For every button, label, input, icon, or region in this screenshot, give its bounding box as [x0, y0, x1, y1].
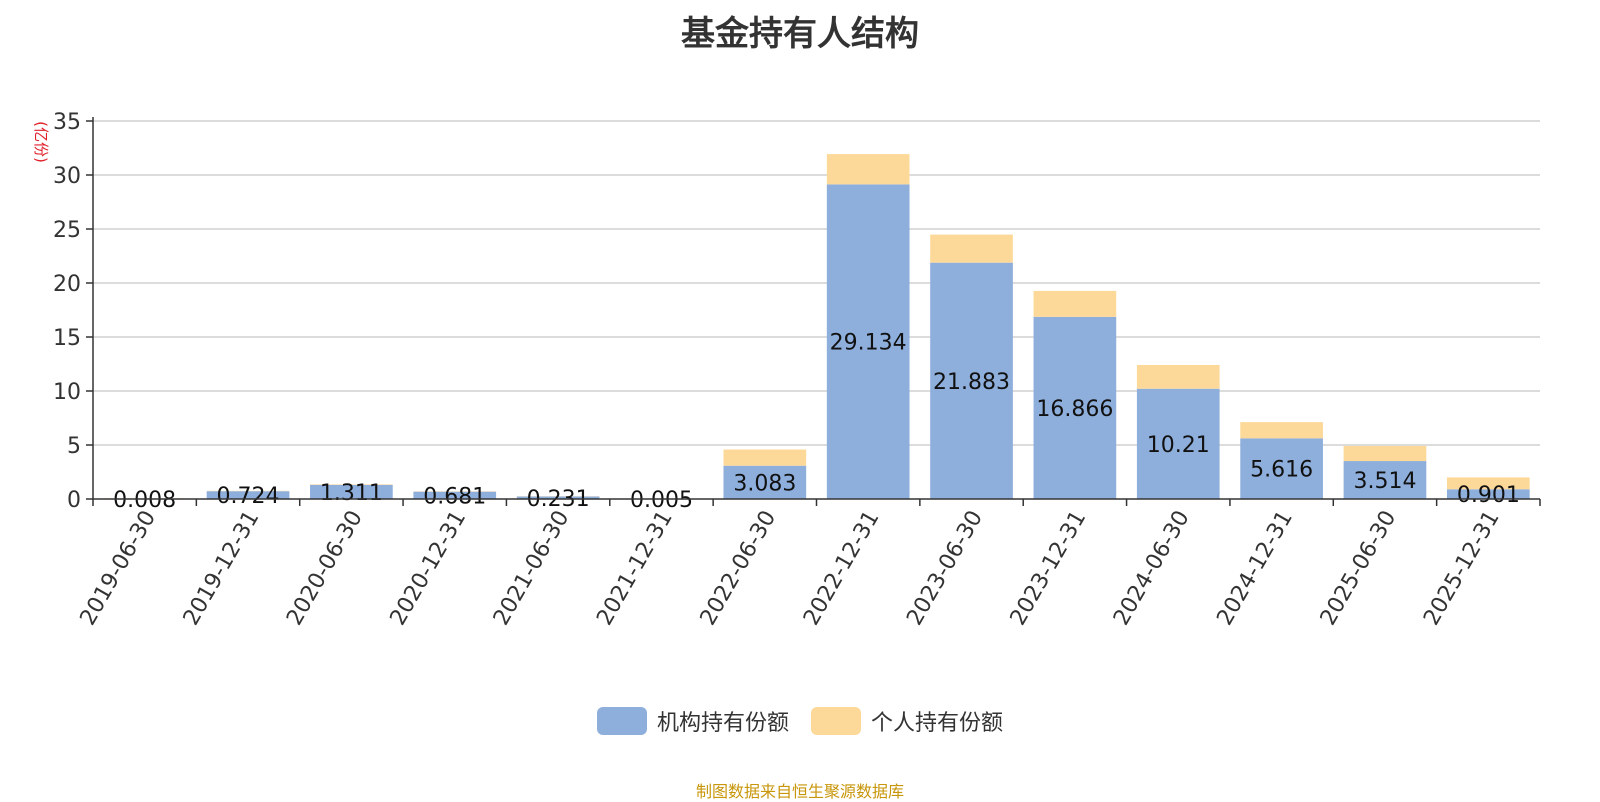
- data-label: 3.083: [733, 471, 796, 496]
- gridlines: [93, 121, 1540, 445]
- data-label: 1.311: [320, 481, 383, 506]
- legend-item-institutional[interactable]: 机构持有份额: [597, 705, 789, 737]
- bar-individual: [827, 154, 910, 184]
- legend-swatch-institutional: [597, 707, 647, 735]
- data-label: 5.616: [1250, 458, 1313, 483]
- bar-individual: [930, 235, 1013, 263]
- bar-individual: [1344, 446, 1427, 461]
- data-label: 0.901: [1457, 483, 1520, 508]
- x-tick-label: 2025-06-30: [1316, 507, 1402, 630]
- y-tick-label: 30: [53, 164, 81, 189]
- y-tick-label: 35: [53, 110, 81, 135]
- data-label: 10.21: [1147, 433, 1210, 458]
- bar-individual: [1034, 291, 1117, 317]
- y-tick-label: 20: [53, 272, 81, 297]
- y-tick-label: 0: [67, 488, 81, 513]
- x-tick-label: 2025-12-31: [1419, 507, 1505, 630]
- data-label: 0.724: [217, 484, 280, 509]
- x-tick-label: 2022-12-31: [799, 507, 885, 630]
- x-tick-label: 2021-06-30: [489, 507, 575, 630]
- x-tick-label: 2023-06-30: [902, 506, 988, 629]
- x-tick-label: 2024-12-31: [1212, 507, 1298, 630]
- y-tick-label: 15: [53, 326, 81, 351]
- data-label: 16.866: [1036, 397, 1113, 422]
- y-axis-title: (亿份): [32, 121, 50, 163]
- x-tick-label: 2023-12-31: [1006, 507, 1092, 630]
- legend-swatch-individual: [811, 707, 861, 735]
- bar-individual: [1137, 365, 1220, 389]
- bar-individual: [723, 450, 806, 466]
- y-tick-label: 5: [67, 434, 81, 459]
- y-tick-label: 10: [53, 380, 81, 405]
- bar-individual: [1240, 422, 1323, 438]
- x-tick-label: 2021-12-31: [592, 507, 678, 630]
- x-tick-label: 2019-06-30: [75, 507, 161, 630]
- source-note: 制图数据来自恒生聚源数据库: [0, 778, 1600, 802]
- x-tick-label: 2020-12-31: [386, 507, 472, 630]
- data-label: 0.008: [113, 488, 176, 513]
- x-tick-label: 2019-12-31: [179, 507, 265, 630]
- legend-label-individual: 个人持有份额: [871, 705, 1003, 737]
- data-label: 21.883: [933, 370, 1010, 395]
- data-label: 0.681: [423, 484, 486, 509]
- data-label: 0.005: [630, 488, 693, 513]
- legend-item-individual[interactable]: 个人持有份额: [811, 705, 1003, 737]
- x-tick-label: 2020-06-30: [282, 507, 368, 630]
- x-tick-label: 2024-06-30: [1109, 507, 1195, 630]
- legend: 机构持有份额 个人持有份额: [0, 705, 1600, 737]
- x-tick-label: 2022-06-30: [696, 507, 782, 630]
- bars: [103, 154, 1529, 499]
- y-tick-label: 25: [53, 218, 81, 243]
- data-label: 3.514: [1353, 469, 1416, 494]
- legend-label-institutional: 机构持有份额: [657, 705, 789, 737]
- data-label: 29.134: [830, 331, 907, 356]
